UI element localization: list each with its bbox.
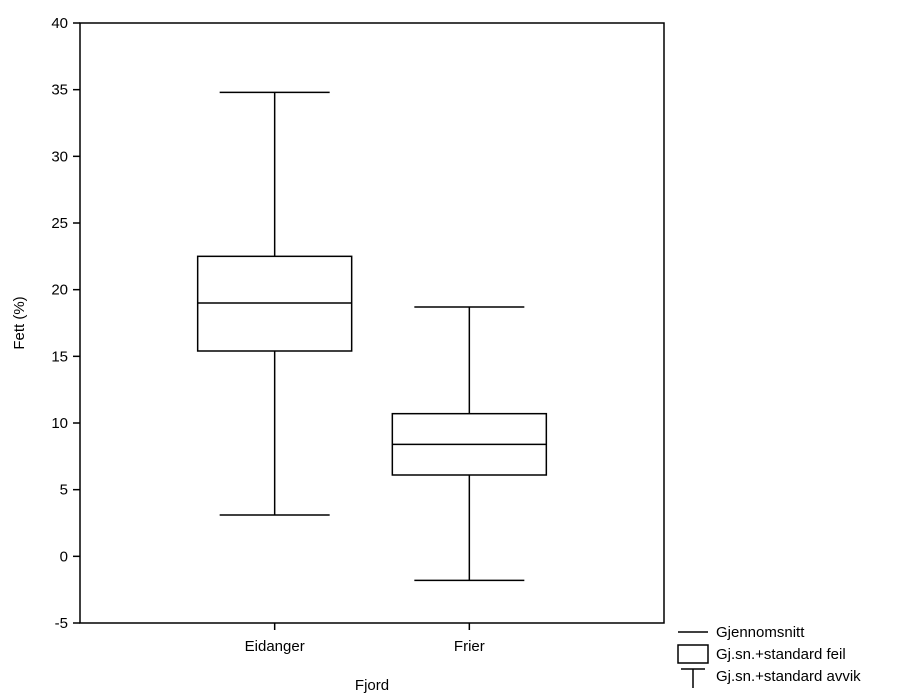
y-axis-label: Fett (%) [11,296,28,349]
y-tick-label: 15 [51,348,68,365]
legend: Gjennomsnitt Gj.sn.+standard feil Gj.sn.+s… [677,624,861,688]
x-tick-label: Frier [454,638,485,655]
legend-box-icon [677,644,709,664]
x-axis-label: Fjord [355,677,389,694]
legend-label: Gjennomsnitt [716,624,805,641]
x-axis: Eidanger Frier [245,623,485,655]
legend-label: Gj.sn.+standard feil [716,646,846,663]
legend-label: Gj.sn.+standard avvik [716,668,861,685]
y-axis: -5 0 5 10 15 20 25 30 35 40 [51,15,80,632]
box-group-frier [391,306,548,582]
plot-area [79,22,665,624]
y-tick-label: 20 [51,282,68,299]
y-tick-label: -5 [55,615,68,632]
y-tick-label: 25 [51,215,68,232]
y-tick-label: 5 [60,482,68,499]
y-tick-label: 0 [60,548,68,565]
y-tick-label: 10 [51,415,68,432]
y-tick-label: 35 [51,82,68,99]
box-group-eidanger [196,91,353,516]
y-tick-label: 30 [51,148,68,165]
x-tick-label: Eidanger [245,638,305,655]
y-tick-label: 40 [51,15,68,32]
boxes [196,91,548,582]
